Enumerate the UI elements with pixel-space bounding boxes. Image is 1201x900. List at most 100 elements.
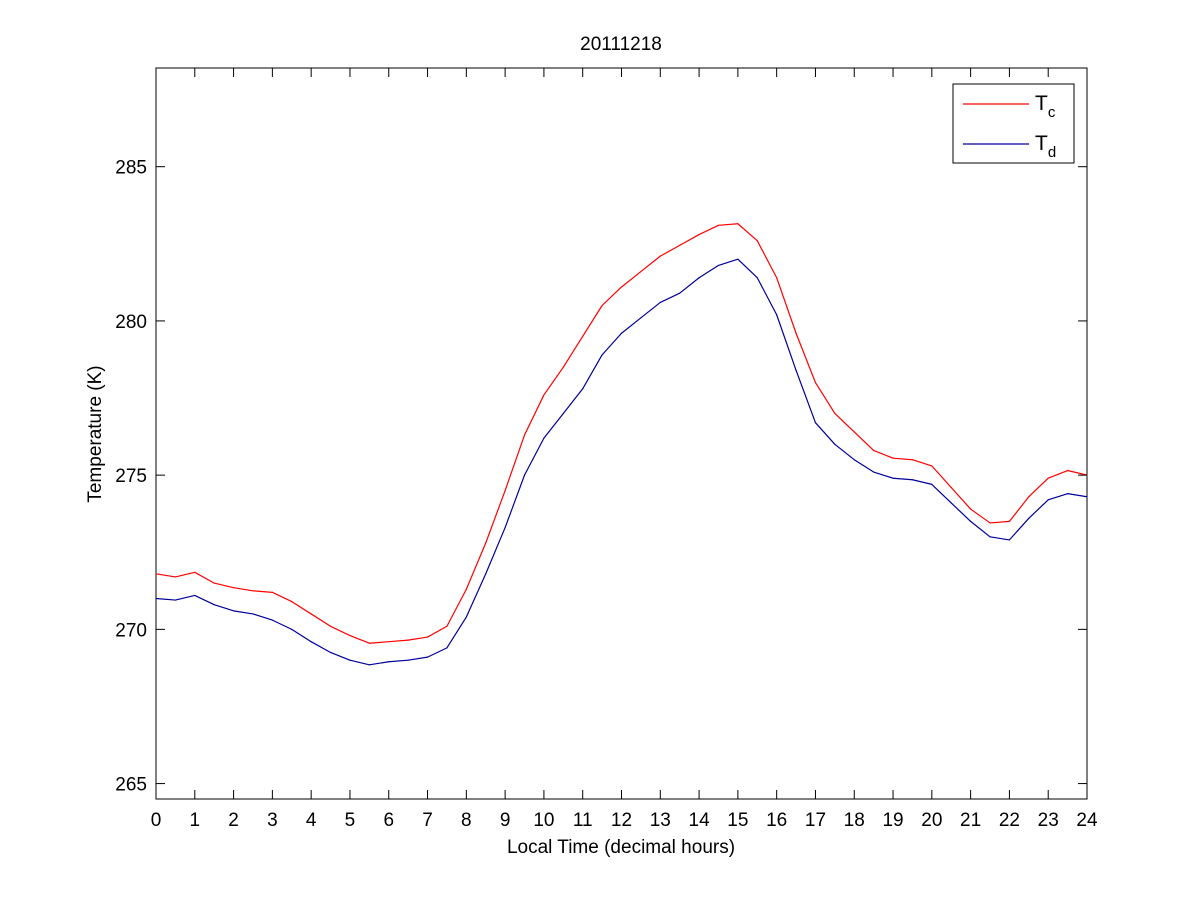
series-td-segment (543, 412, 564, 439)
x-tick-label: 20 (921, 810, 942, 831)
series-tc-segment (407, 636, 429, 641)
series-tc-segment (717, 223, 739, 226)
x-tick-label: 9 (500, 810, 511, 831)
series-td-segment (640, 301, 661, 319)
series-tc-segment (640, 255, 661, 273)
series-td-segment (814, 422, 836, 445)
series-tc-segment (310, 613, 332, 627)
series-td-segment (756, 277, 778, 316)
series-tc-segment (291, 600, 312, 615)
series-td-segment (252, 613, 273, 621)
x-tick-label: 14 (689, 810, 711, 831)
series-td-segment (329, 651, 351, 661)
series-tc-segment (795, 332, 817, 384)
series-td-segment (232, 610, 254, 615)
x-tick-label: 15 (727, 810, 748, 831)
x-tick-label: 7 (422, 810, 433, 831)
x-tick-label: 13 (650, 810, 671, 831)
series-td-segment (853, 459, 875, 473)
legend-subscript: d (1048, 144, 1056, 161)
series-tc-segment (582, 304, 603, 337)
series-tc-segment (1008, 496, 1030, 523)
series-tc-segment (368, 641, 390, 644)
series-tc-segment (1028, 477, 1049, 498)
series-tc-segment (834, 412, 855, 433)
series-tc-segment (698, 224, 720, 236)
series-tc-segment (155, 573, 176, 578)
series-td-segment (523, 437, 545, 476)
series-tc-segment (543, 366, 564, 396)
series-tc-segment (465, 542, 487, 590)
series-td-segment (349, 659, 370, 666)
x-tick-label: 10 (533, 810, 554, 831)
x-tick-label: 17 (805, 810, 826, 831)
x-tick-label: 23 (1038, 810, 1059, 831)
series-tc-segment (213, 582, 235, 589)
series-td-segment (698, 264, 720, 279)
series-td-segment (776, 314, 797, 371)
series-tc-segment (601, 286, 623, 307)
series-td-segment (310, 641, 332, 654)
series-tc-segment (504, 434, 526, 492)
series-tc-segment (911, 459, 933, 467)
series-tc-segment (970, 508, 991, 524)
series-tc-segment (1067, 469, 1088, 476)
chart-title: 20111218 (580, 34, 662, 55)
series-td-segment (892, 477, 914, 481)
series-td-segment (1028, 499, 1049, 519)
series-tc-segment (659, 244, 681, 257)
series-td-segment (679, 277, 700, 294)
series-td-segment (1067, 493, 1088, 498)
legend-entry-d: Td (1035, 132, 1056, 161)
x-tick-label: 8 (461, 810, 472, 831)
x-tick-label: 1 (190, 810, 201, 831)
x-axis-label: Local Time (decimal hours) (507, 837, 735, 858)
series-td-segment (717, 258, 739, 267)
x-tick-label: 12 (611, 810, 632, 831)
series-td-segment (931, 483, 952, 504)
series-td-segment (562, 388, 584, 415)
y-tick-label: 285 (115, 158, 147, 179)
series-tc-segment (446, 588, 467, 627)
series-tc-segment (989, 520, 1011, 524)
x-tick-label: 2 (228, 810, 239, 831)
legend-label: T (1035, 132, 1048, 155)
series-td-segment (1047, 493, 1069, 501)
series-tc-segment (892, 457, 914, 461)
series-td-segment (970, 520, 991, 538)
series-td-segment (407, 656, 429, 661)
series-td-segment (174, 594, 196, 601)
y-tick-label: 270 (115, 620, 147, 641)
y-tick-label: 280 (115, 312, 147, 333)
series-td-segment (504, 474, 526, 529)
series-td-segment (1008, 517, 1030, 541)
series-td-segment (465, 573, 487, 618)
series-tc-segment (853, 431, 875, 452)
series-td-segment (213, 604, 235, 612)
series-td-segment (989, 536, 1011, 541)
series-tc-segment (931, 465, 952, 489)
legend-label: T (1035, 92, 1048, 115)
y-axis: 265 270 275 280 285 (115, 158, 1087, 796)
series-tc-segment (194, 571, 215, 584)
series-tc-segment (814, 382, 836, 415)
series-td-segment (737, 258, 758, 279)
x-tick-label: 0 (151, 810, 162, 831)
x-tick-label: 21 (960, 810, 981, 831)
series-layer (155, 223, 1088, 666)
series-tc-segment (426, 625, 448, 638)
x-tick-label: 6 (383, 810, 394, 831)
series-td-segment (194, 594, 215, 606)
legend-box (952, 83, 1075, 164)
series-tc-segment (737, 223, 758, 242)
series-td-segment (834, 443, 855, 461)
series-td-segment (795, 369, 817, 424)
series-td-segment (485, 526, 506, 575)
series-td-segment (873, 471, 894, 479)
series-td-segment (368, 661, 390, 666)
x-tick-label: 19 (882, 810, 903, 831)
series-tc-segment (620, 270, 642, 288)
series-td-segment (911, 479, 933, 485)
series-tc-segment (756, 240, 778, 279)
series-tc-segment (485, 489, 506, 544)
